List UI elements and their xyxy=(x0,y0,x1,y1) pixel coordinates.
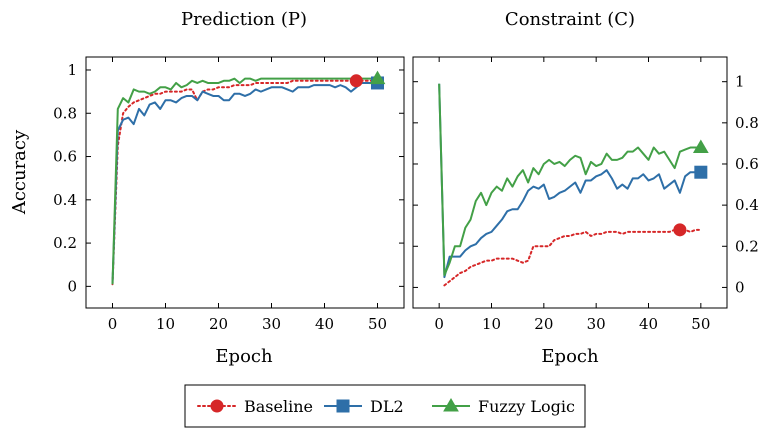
y-tick-label-prediction: 0 xyxy=(67,277,77,295)
y-tick-label-prediction: 0.6 xyxy=(53,148,77,166)
series-line-constraint-fuzzy-logic xyxy=(438,83,701,277)
series-marker-constraint-dl2 xyxy=(694,165,708,179)
plot-frame-prediction xyxy=(85,56,405,309)
x-tick-label-constraint: 10 xyxy=(482,315,501,333)
x-axis-label-prediction: Epoch xyxy=(215,346,273,367)
y-tick-label-prediction: 0.4 xyxy=(53,191,77,209)
legend-marker-dl2 xyxy=(336,399,350,413)
legend-marker-fuzzy-logic xyxy=(443,398,459,412)
x-tick-label-prediction: 40 xyxy=(315,315,334,333)
x-tick-label-prediction: 30 xyxy=(262,315,281,333)
y-tick-label-prediction: 0.8 xyxy=(53,104,77,122)
panel-title-prediction: Prediction (P) xyxy=(181,9,307,30)
panel-title-constraint: Constraint (C) xyxy=(505,9,635,30)
panel-constraint: Constraint (C) Epoch 0 10 20 30 40 50 0 0.2 0.4 0… xyxy=(412,9,759,367)
x-axis-label-constraint: Epoch xyxy=(541,346,599,367)
y-tick-label-constraint: 0.4 xyxy=(735,196,759,214)
x-tick-label-constraint: 20 xyxy=(534,315,553,333)
y-axis-label: Accuracy xyxy=(9,129,30,215)
series-line-prediction-baseline xyxy=(111,79,379,286)
panel-prediction: Prediction (P) Epoch Accuracy 0 10 20 30 40 5… xyxy=(9,9,405,367)
series-marker-constraint-fuzzy-logic xyxy=(692,139,709,154)
series-line-constraint-baseline xyxy=(443,228,702,287)
y-tick-label-constraint: 0.6 xyxy=(735,155,759,173)
legend-label-dl2: DL2 xyxy=(370,397,404,416)
x-tick-label-constraint: 0 xyxy=(434,315,444,333)
plot-frame-constraint xyxy=(412,56,728,309)
legend-marker-baseline xyxy=(210,399,224,413)
series-marker-prediction-fuzzy-logic xyxy=(369,70,386,85)
x-tick-label-prediction: 20 xyxy=(209,315,228,333)
y-tick-label-constraint: 0.2 xyxy=(735,237,759,255)
legend-label-fuzzy-logic: Fuzzy Logic xyxy=(478,397,575,416)
x-tick-label-prediction: 50 xyxy=(368,315,387,333)
x-tick-label-constraint: 30 xyxy=(587,315,606,333)
y-tick-label-prediction: 0.2 xyxy=(53,234,77,252)
y-tick-label-constraint: 0 xyxy=(735,278,745,296)
series-line-prediction-dl2 xyxy=(111,81,378,285)
y-tick-label-constraint: 0.8 xyxy=(735,114,759,132)
x-tick-label-prediction: 0 xyxy=(108,315,118,333)
y-tick-label-prediction: 1 xyxy=(67,61,77,79)
x-tick-label-constraint: 50 xyxy=(691,315,710,333)
x-tick-label-prediction: 10 xyxy=(156,315,175,333)
series-line-constraint-dl2 xyxy=(438,83,701,279)
legend-box xyxy=(184,384,586,428)
series-marker-constraint-baseline xyxy=(673,223,687,237)
legend-label-baseline: Baseline xyxy=(244,397,313,416)
series-marker-prediction-baseline xyxy=(349,74,363,88)
x-tick-label-constraint: 40 xyxy=(639,315,658,333)
legend: Baseline DL2 Fuzzy Logic xyxy=(184,384,586,428)
y-tick-label-constraint: 1 xyxy=(735,73,745,91)
series-line-prediction-fuzzy-logic xyxy=(111,77,378,285)
